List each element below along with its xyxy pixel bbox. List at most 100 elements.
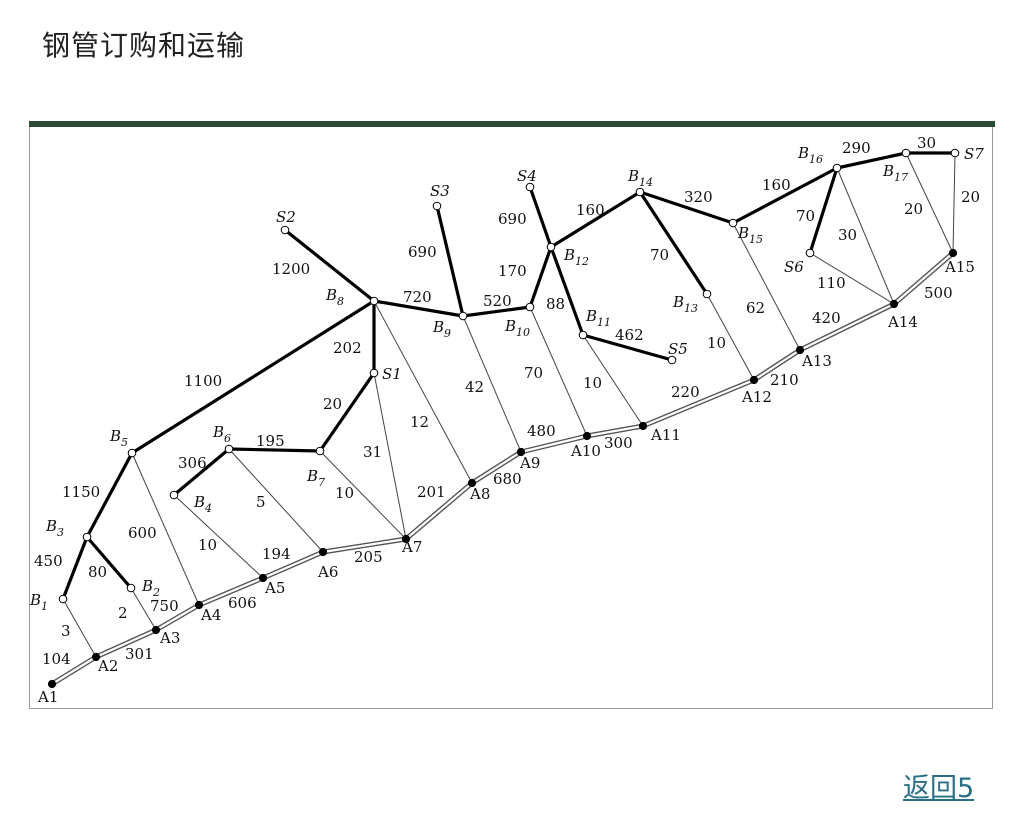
- node-b17: [901, 148, 911, 158]
- edge-weight-label: 160: [576, 201, 605, 219]
- edge-weight-label: 606: [228, 594, 257, 612]
- road-edge-b5-a4: [131, 452, 200, 606]
- node-label-b1: B1: [29, 591, 48, 613]
- road-edge-s7-a15: [952, 152, 956, 254]
- node-b8: [369, 296, 379, 306]
- road-edge-b8-a8: [373, 300, 473, 484]
- edge-weight-label: 290: [842, 139, 871, 157]
- edge-weight-label: 31: [363, 443, 382, 461]
- road-edge-b7-a7: [319, 450, 407, 540]
- edge-weight-label: 520: [483, 292, 512, 310]
- node-s4: [525, 182, 535, 192]
- pipeline-edge-inner: [752, 348, 802, 382]
- node-label-b12: B12: [563, 246, 589, 268]
- edge-weight-label: 12: [410, 413, 429, 431]
- pipeline-edge-inner: [404, 481, 474, 541]
- pipeline-edge-inner: [585, 424, 645, 438]
- node-label-s5: S5: [668, 340, 688, 358]
- edge-weight-label: 88: [546, 295, 565, 313]
- edge-weight-label: 30: [838, 226, 857, 244]
- edge-weight-label: 1100: [184, 372, 222, 390]
- edge-weight-label: 2: [118, 604, 128, 622]
- edge-weight-label: 600: [128, 524, 157, 542]
- node-label-b8: B8: [325, 286, 344, 308]
- node-label-a9: A9: [519, 454, 540, 472]
- edge-weight-label: 450: [34, 552, 63, 570]
- railway-edge-b10-b12: [528, 245, 553, 309]
- railway-edge-b3-b5: [85, 451, 134, 539]
- edge-weight-label: 20: [323, 395, 342, 413]
- node-s5: [667, 355, 677, 365]
- edge-weight-label: 750: [150, 597, 179, 615]
- road-edge-b17-a15: [905, 152, 954, 254]
- node-a14: [889, 299, 899, 309]
- railway-edge-b16-s6: [808, 166, 839, 255]
- road-edge-b16-a14: [836, 167, 895, 305]
- edge-weight-label: 10: [707, 334, 726, 352]
- node-label-a3: A3: [159, 629, 180, 647]
- node-label-a14: A14: [887, 313, 918, 331]
- node-label-a7: A7: [401, 538, 422, 556]
- edge-weight-label: 210: [770, 371, 799, 389]
- back-link[interactable]: 返回5: [903, 773, 975, 804]
- railway-edge-b1-b3: [61, 535, 89, 601]
- edge-weight-label: 1200: [272, 260, 310, 278]
- railway-edge-b12-b14: [549, 190, 642, 249]
- node-b9: [458, 311, 468, 321]
- node-a12: [749, 375, 759, 385]
- node-a13: [795, 345, 805, 355]
- node-a6: [318, 547, 328, 557]
- edge-weight-label: 80: [88, 563, 107, 581]
- title-rule: [29, 121, 995, 127]
- node-label-a15: A15: [944, 258, 975, 276]
- node-b6: [224, 444, 234, 454]
- node-a4: [194, 600, 204, 610]
- node-b7: [315, 446, 325, 456]
- edge-weight-label: 680: [493, 470, 522, 488]
- edge-weight-label: 160: [762, 176, 791, 194]
- edge-weight-label: 10: [198, 536, 217, 554]
- node-a3: [151, 625, 161, 635]
- edge-weight-label: 480: [527, 422, 556, 440]
- node-label-b17: B17: [882, 162, 908, 184]
- edge-weight-label: 1150: [62, 483, 100, 501]
- node-label-a10: A10: [570, 442, 601, 460]
- node-b14: [635, 187, 645, 197]
- node-label-a8: A8: [469, 485, 490, 503]
- node-a11: [638, 421, 648, 431]
- edge-weight-label: 195: [256, 432, 285, 450]
- node-label-b9: B9: [432, 318, 451, 340]
- node-label-a2: A2: [97, 657, 118, 675]
- railway-edge-b14-b15: [638, 190, 735, 225]
- railway-edge-b16-b17: [835, 151, 908, 170]
- edge-weight-label: 62: [746, 299, 765, 317]
- edge-weight-label: 5: [256, 493, 266, 511]
- pipeline-edge-inner: [321, 537, 408, 554]
- railway-edge-b12-b11: [549, 245, 585, 337]
- node-s2: [280, 225, 290, 235]
- node-label-a11: A11: [650, 426, 681, 444]
- railway-edge-b15-b16: [731, 166, 839, 225]
- edge-weight-label: 10: [583, 374, 602, 392]
- edge-weight-label: 205: [354, 548, 383, 566]
- node-a10: [582, 431, 592, 441]
- edge-weight-label: 110: [817, 274, 846, 292]
- railway-edge-s3-b9: [435, 204, 465, 318]
- node-label-b14: B14: [627, 167, 653, 189]
- road-edge-s1-a7: [373, 372, 407, 540]
- node-label-s1: S1: [382, 365, 402, 383]
- node-s7: [950, 148, 960, 158]
- edge-weight-label: 462: [615, 326, 644, 344]
- node-label-s2: S2: [276, 208, 296, 226]
- edge-weight-label: 70: [524, 364, 543, 382]
- edge-weight-label: 194: [262, 545, 291, 563]
- edge-weight-label: 301: [125, 645, 154, 663]
- road-edge-b10-a10: [529, 306, 588, 437]
- slide-title: 钢管订购和运输: [42, 29, 246, 62]
- node-label-s3: S3: [430, 182, 450, 200]
- road-edge-b1-a2: [62, 598, 97, 658]
- edge-weight-label: 202: [333, 339, 362, 357]
- road-edge-b15-a13: [732, 222, 801, 351]
